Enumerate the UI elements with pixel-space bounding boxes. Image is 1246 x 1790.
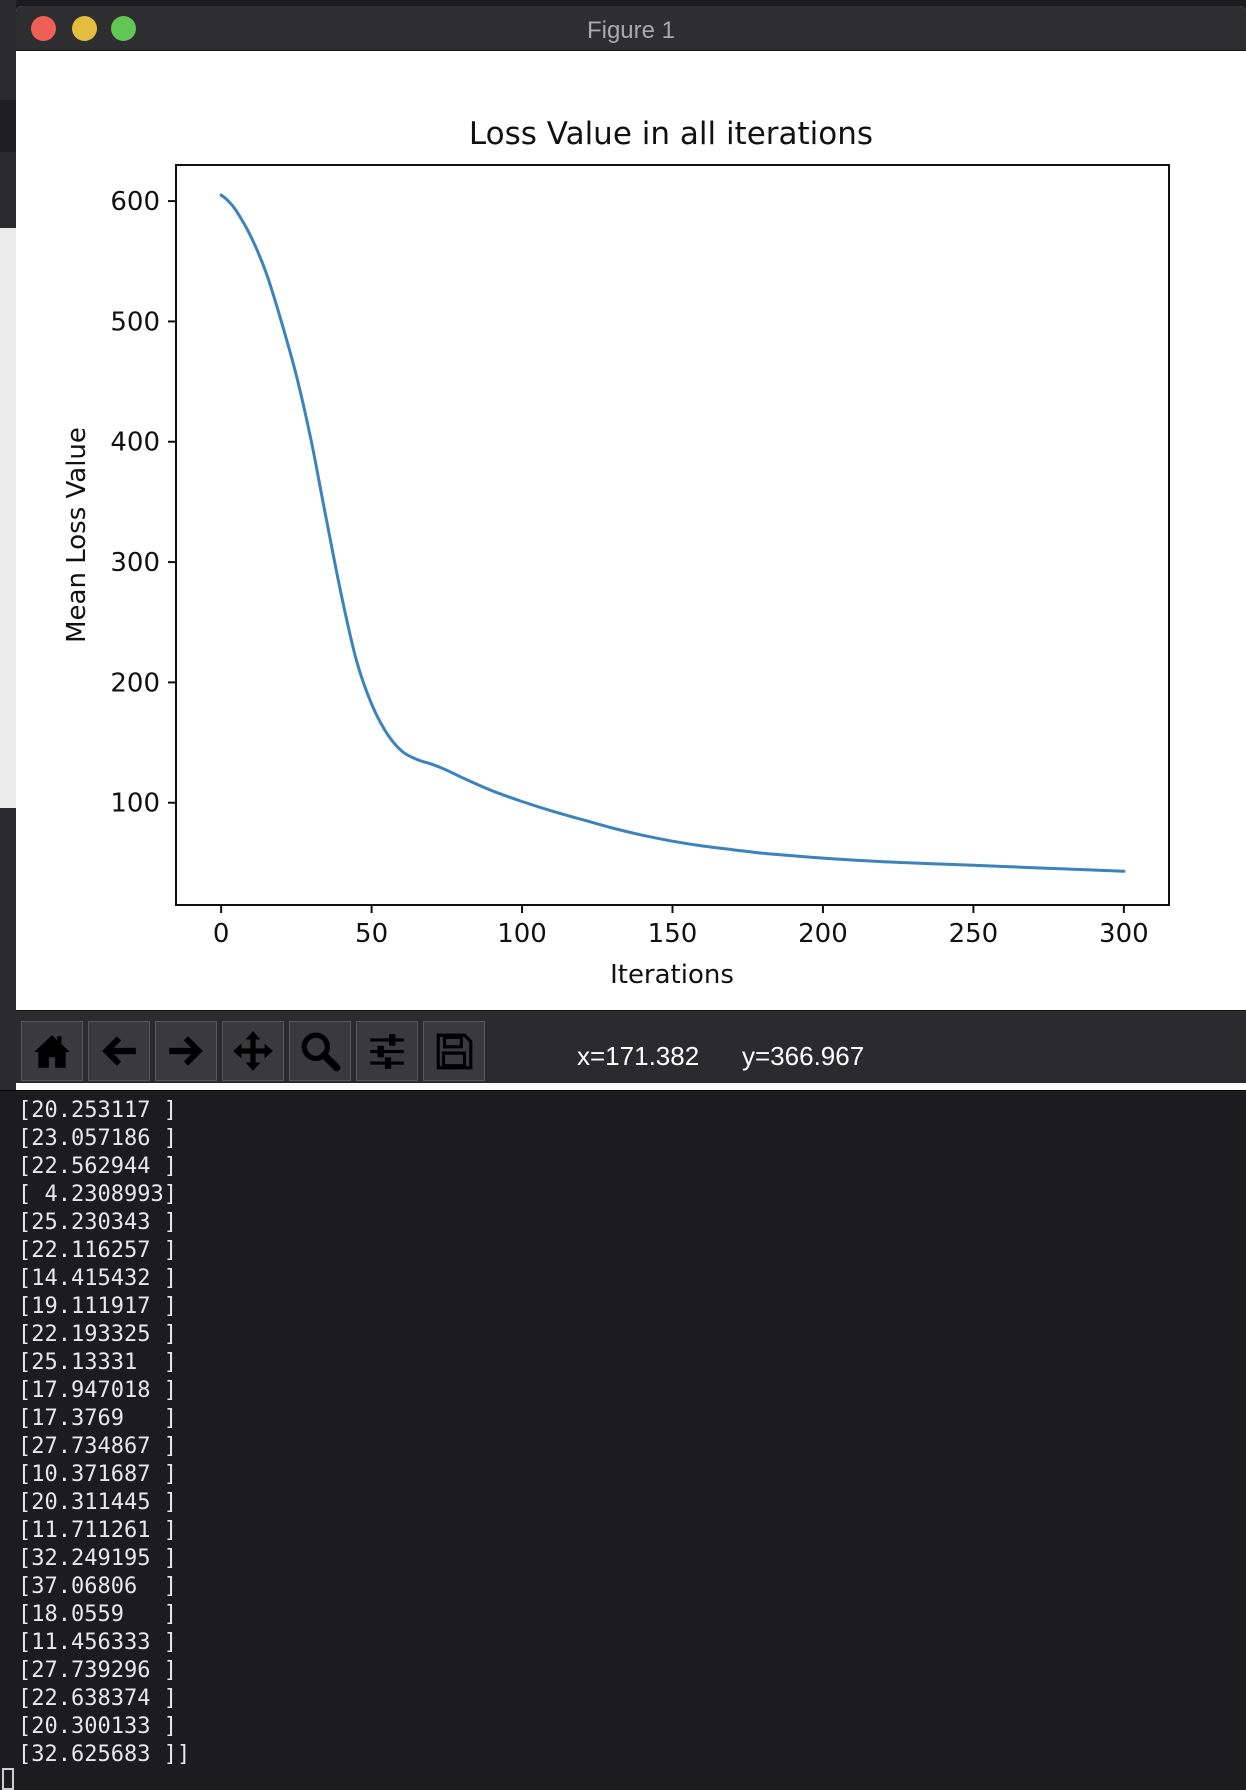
terminal-line: [22.638374 ] [18,1686,177,1711]
navigation-toolbar: x=171.382 y=366.967 [16,1010,1246,1083]
terminal-line: [32.249195 ] [18,1546,177,1571]
terminal-line: [22.562944 ] [18,1154,177,1179]
x-tick-label: 150 [648,919,698,949]
configure-subplots-icon [370,1034,404,1069]
back-button[interactable] [88,1021,150,1081]
chart-title: Loss Value in all iterations [469,116,873,152]
x-tick-label: 200 [798,919,848,949]
configure-subplots-button[interactable] [356,1021,418,1081]
terminal-line: [23.057186 ] [18,1126,177,1151]
save-icon [436,1033,473,1070]
x-axis: 0 50 100 150 200 250 300 [213,905,1149,949]
forward-icon [169,1036,203,1066]
window-title: Figure 1 [586,17,676,44]
figure-window: Figure 1 Loss Value in all iterations 0 5… [16,6,1246,1090]
figure-canvas[interactable]: Loss Value in all iterations 0 50 100 150 20… [16,51,1246,1011]
background-window-strip [0,100,16,152]
y-tick-label: 500 [110,307,160,337]
terminal-line: [25.13331 ] [18,1350,177,1375]
terminal-line: [17.947018 ] [18,1378,177,1403]
terminal-line: [11.456333 ] [18,1630,177,1655]
terminal-output[interactable]: [20.253117 ] [23.057186 ] [22.562944 ] [ 4.… [0,1090,1246,1790]
terminal-line: [20.253117 ] [18,1098,177,1123]
terminal-line: [27.734867 ] [18,1434,177,1459]
x-tick-label: 100 [497,919,547,949]
plot-frame [175,164,1170,906]
terminal-line: [11.711261 ] [18,1518,177,1543]
minimize-window-button[interactable] [72,16,97,41]
close-window-button[interactable] [31,16,56,41]
terminal-line: [27.739296 ] [18,1658,177,1683]
terminal-line: [32.625683 ]] [18,1742,191,1767]
terminal-line: [17.3769 ] [18,1406,177,1431]
forward-button[interactable] [155,1021,217,1081]
terminal-line: [20.311445 ] [18,1490,177,1515]
zoom-button[interactable] [289,1021,351,1081]
y-axis-label: Mean Loss Value [62,427,92,643]
back-icon [102,1036,136,1066]
terminal-line: [25.230343 ] [18,1210,177,1235]
terminal-cursor [2,1768,14,1790]
y-tick-label: 600 [110,187,160,217]
terminal-line: [10.371687 ] [18,1462,177,1487]
home-button[interactable] [21,1021,83,1081]
y-tick-label: 400 [110,428,160,458]
terminal-line: [ 4.2308993] [18,1182,177,1207]
y-tick-label: 100 [110,789,160,819]
x-tick-label: 300 [1099,919,1149,949]
loss-series-line [219,193,1126,873]
terminal-line: [20.300133 ] [18,1714,177,1739]
x-tick-label: 0 [213,919,230,949]
x-tick-label: 250 [949,919,999,949]
pan-button[interactable] [222,1021,284,1081]
background-window-strip [0,228,16,808]
home-icon [34,1035,70,1068]
terminal-line: [19.111917 ] [18,1294,177,1319]
x-tick-label: 50 [355,919,388,949]
terminal-line: [18.0559 ] [18,1602,177,1627]
y-tick-label: 300 [110,548,160,578]
y-tick-label: 200 [110,668,160,698]
x-coordinate-readout: x=171.382 [577,1041,700,1071]
desktop-background [0,0,16,1090]
zoom-icon [301,1032,341,1072]
save-button[interactable] [423,1021,485,1081]
maximize-window-button[interactable] [111,16,136,41]
pan-icon [233,1031,273,1071]
title-bar[interactable]: Figure 1 [16,6,1246,51]
x-axis-label: Iterations [610,960,734,990]
loss-chart: Loss Value in all iterations 0 50 100 150 20… [62,116,1170,990]
terminal-line: [37.06806 ] [18,1574,177,1599]
y-coordinate-readout: y=366.967 [742,1041,865,1071]
terminal-line: [22.116257 ] [18,1238,177,1263]
terminal-line: [14.415432 ] [18,1266,177,1291]
y-axis: 100 200 300 400 500 600 [110,187,176,819]
terminal-line: [22.193325 ] [18,1322,177,1347]
